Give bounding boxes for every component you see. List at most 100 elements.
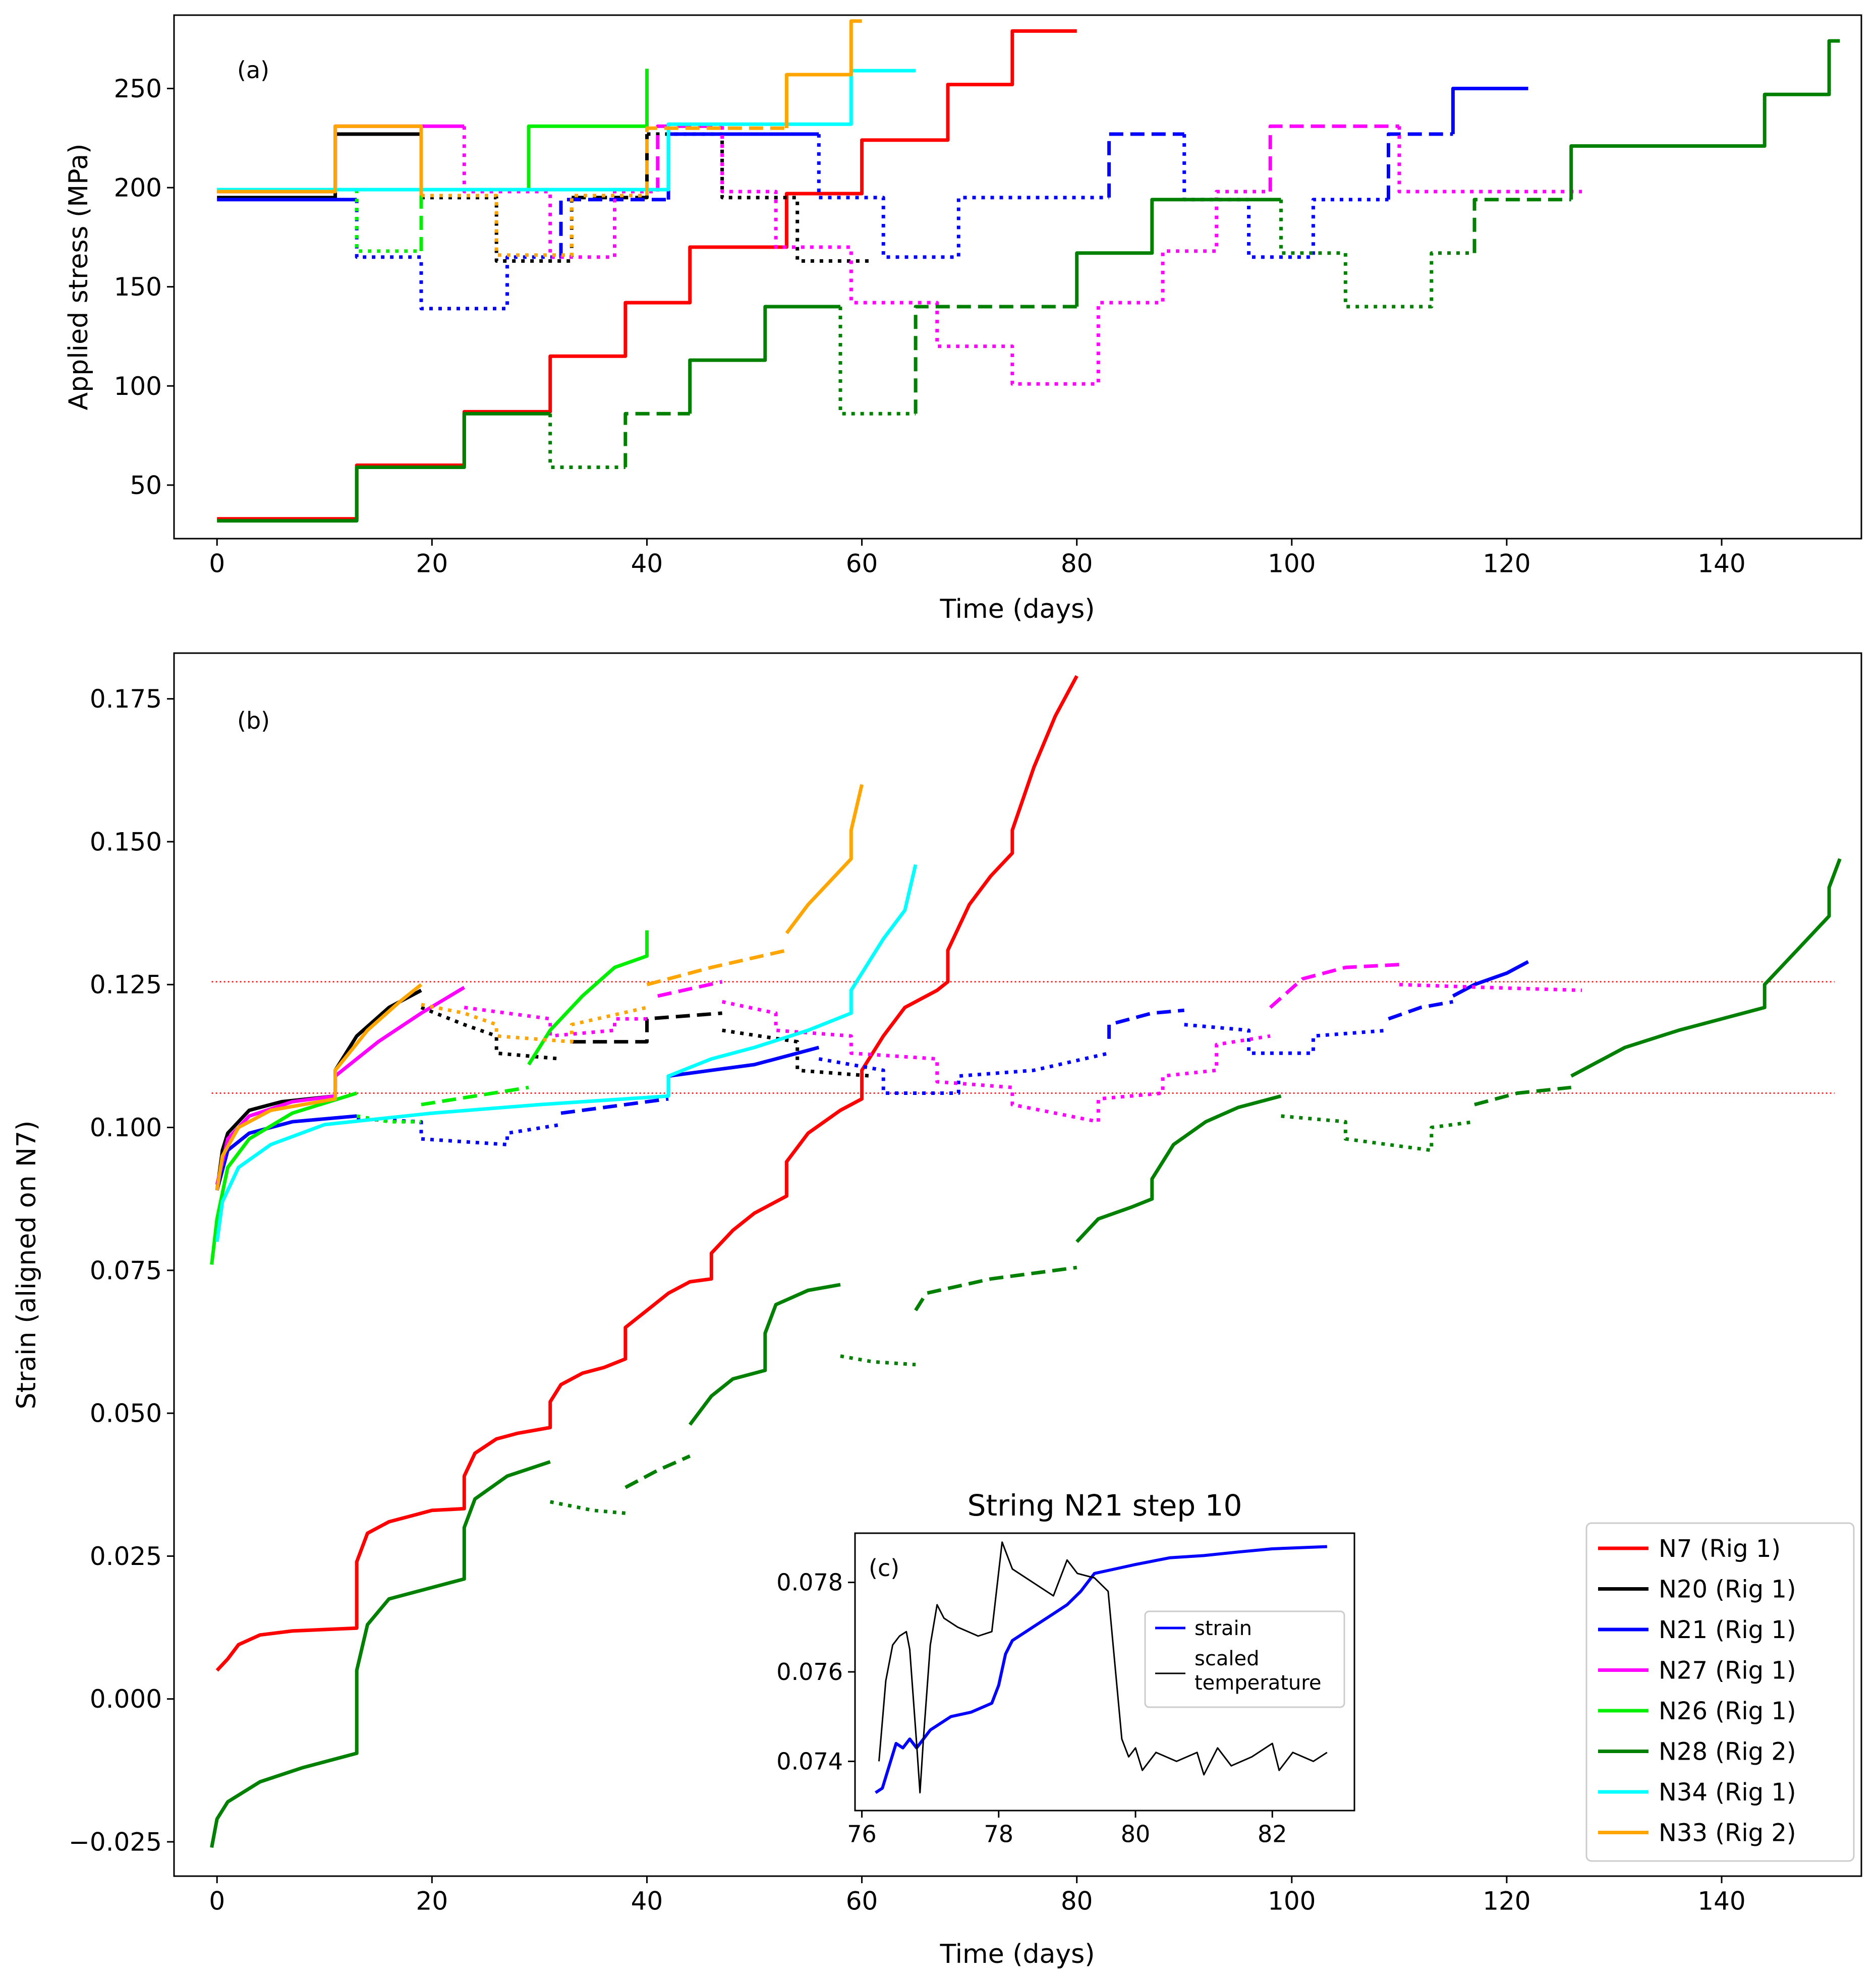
series-n27-rig-1-dashed (1268, 124, 1399, 192)
panel-a-tag: (a) (237, 56, 269, 84)
strain-y-tick-label: 0.000 (90, 1684, 162, 1714)
strain-x-axis-label: Time (days) (939, 1939, 1095, 1969)
legend-label-n21-rig-1: N21 (Rig 1) (1659, 1616, 1796, 1644)
inset-y-tick-label: 0.074 (776, 1748, 843, 1775)
series-n20-rig-1-dashed (572, 1011, 722, 1044)
series-n28-rig-2-dotted (1279, 199, 1474, 309)
strain-x-tick-label: 80 (1061, 1887, 1093, 1916)
strain-x-tick-label: 100 (1268, 1887, 1316, 1916)
inset-legend-label-temperature-2: temperature (1195, 1671, 1321, 1695)
strain-legend-box (1585, 1522, 1855, 1862)
inset-legend-label-strain: strain (1195, 1617, 1252, 1640)
series-n26-rig-1-dotted (355, 190, 421, 253)
strain-y-tick-label: 0.150 (90, 827, 162, 856)
strain-ticks: 0 20 40 60 80 100 120 140 −0.025 0.000 0.025 0.050 0… (69, 684, 1746, 1915)
stress-x-tick-label: 120 (1483, 549, 1530, 578)
series-n27-rig-1-dotted (462, 126, 658, 259)
stress-x-tick-label: 20 (416, 549, 448, 578)
series-n33-rig-2-solid (785, 784, 864, 935)
stress-x-axis-label: Time (days) (939, 594, 1095, 624)
series-n28-rig-2-dotted (840, 1354, 916, 1367)
series-n28-rig-2-solid (1075, 198, 1281, 307)
stress-y-tick-label: 250 (114, 74, 162, 103)
series-n33-rig-2-dotted (421, 1003, 648, 1044)
series-n28-rig-2-dotted (838, 307, 916, 416)
inset-y-tick-label: 0.076 (776, 1658, 843, 1685)
strain-y-tick-label: 0.050 (90, 1399, 162, 1428)
series-n28-rig-2-dashed (914, 305, 1077, 414)
legend-label-n33-rig-2: N33 (Rig 2) (1659, 1819, 1796, 1847)
series-n28-rig-2-dotted (550, 1500, 626, 1515)
series-n21-rig-1-dashed (1388, 1000, 1454, 1021)
series-n28-rig-2-solid (217, 412, 550, 523)
series-n28-rig-2-dashed (914, 1265, 1077, 1312)
series-n28-rig-2-solid (688, 1283, 841, 1426)
series-n21-rig-1-solid (215, 1114, 357, 1191)
stress-x-tick-label: 0 (209, 549, 225, 578)
strain-y-tick-label: 0.175 (90, 684, 162, 714)
legend-label-n34-rig-1: N34 (Rig 1) (1659, 1778, 1796, 1807)
series-n26-rig-1-solid (527, 69, 649, 190)
series-n33-rig-2-dotted (421, 194, 647, 257)
series-n33-rig-2-solid (217, 124, 423, 196)
inset-y-tick-label: 0.078 (776, 1569, 843, 1596)
inset-x-tick-label: 82 (1258, 1820, 1287, 1847)
strain-x-tick-label: 140 (1697, 1887, 1745, 1916)
series-n27-rig-1-dotted (720, 126, 1271, 386)
series-n27-rig-1-dashed (656, 124, 722, 192)
series-n21-rig-1-dotted (818, 1051, 1110, 1095)
series-n28-rig-2-solid (210, 1460, 551, 1848)
strain-y-tick-label: 0.100 (90, 1113, 162, 1142)
strain-y-tick-label: −0.025 (69, 1828, 162, 1857)
stress-y-tick-label: 200 (114, 173, 162, 203)
stress-x-tick-label: 100 (1268, 549, 1316, 578)
legend-label-n26-rig-1: N26 (Rig 1) (1659, 1697, 1796, 1725)
series-n26-rig-1-solid (527, 930, 649, 1066)
series-n28-rig-2-dashed (1472, 198, 1571, 253)
series-n28-rig-2-solid (1570, 858, 1842, 1078)
series-n21-rig-1-dashed (559, 198, 669, 257)
series-n27-rig-1-dotted (1399, 982, 1582, 993)
strain-y-tick-label: 0.075 (90, 1256, 162, 1285)
stress-x-tick-label: 40 (631, 549, 663, 578)
strain-y-tick-label: 0.025 (90, 1542, 162, 1571)
series-n28-rig-2-dashed (624, 1454, 691, 1489)
stress-y-tick-label: 150 (114, 272, 162, 302)
inset-legend-box (1144, 1610, 1345, 1708)
series-n34-rig-1-solid (217, 69, 916, 192)
strain-y-axis-label: Strain (aligned on N7) (12, 1121, 42, 1410)
stress-x-tick-label: 60 (846, 549, 878, 578)
inset-x-tick-label: 76 (847, 1820, 877, 1847)
strain-x-tick-label: 0 (209, 1887, 225, 1916)
panel-c-tag: (c) (869, 1554, 899, 1582)
series-n27-rig-1-dashed (1269, 963, 1400, 1009)
legend-label-n27-rig-1: N27 (Rig 1) (1659, 1657, 1796, 1685)
series-n28-rig-2-dashed (623, 412, 690, 468)
series-n27-rig-1-dashed (657, 980, 723, 998)
series-n33-rig-2-dashed (645, 126, 787, 196)
series-n21-rig-1-dashed (1107, 132, 1184, 198)
strain-x-tick-label: 60 (846, 1887, 878, 1916)
strain-plot-area (210, 675, 1842, 1848)
series-n21-rig-1-dotted (1184, 1023, 1389, 1055)
stress-y-tick-label: 100 (114, 372, 162, 401)
stress-plot-area (217, 19, 1840, 523)
series-n34-rig-1-solid (215, 864, 918, 1242)
legend-label-n20-rig-1: N20 (Rig 1) (1659, 1576, 1796, 1604)
inset-legend-label-temperature-1: scaled (1195, 1647, 1259, 1670)
series-n20-rig-1-dotted (421, 196, 574, 263)
inset-panel: 76 78 80 82 0.074 0.076 0.078 String N21 step … (776, 1488, 1355, 1847)
series-n21-rig-1-dotted (355, 199, 561, 311)
series-n27-rig-1-dotted (1397, 126, 1582, 194)
series-n28-rig-2-solid (688, 305, 840, 414)
series-n26-rig-1-dotted (356, 1114, 421, 1124)
strain-panel: 0 20 40 60 80 100 120 140 −0.025 0.000 0.025 0.050 0… (12, 652, 1862, 1969)
strain-x-tick-label: 20 (416, 1887, 448, 1916)
stress-panel: 0 20 40 60 80 100 120 140 50 100 150 200 250 (a) Tim… (64, 14, 1862, 624)
panel-b-tag: (b) (237, 707, 270, 734)
series-n33-rig-2-solid (784, 19, 862, 129)
series-n28-rig-2-solid (1075, 1094, 1282, 1243)
stress-x-tick-label: 80 (1061, 549, 1093, 578)
